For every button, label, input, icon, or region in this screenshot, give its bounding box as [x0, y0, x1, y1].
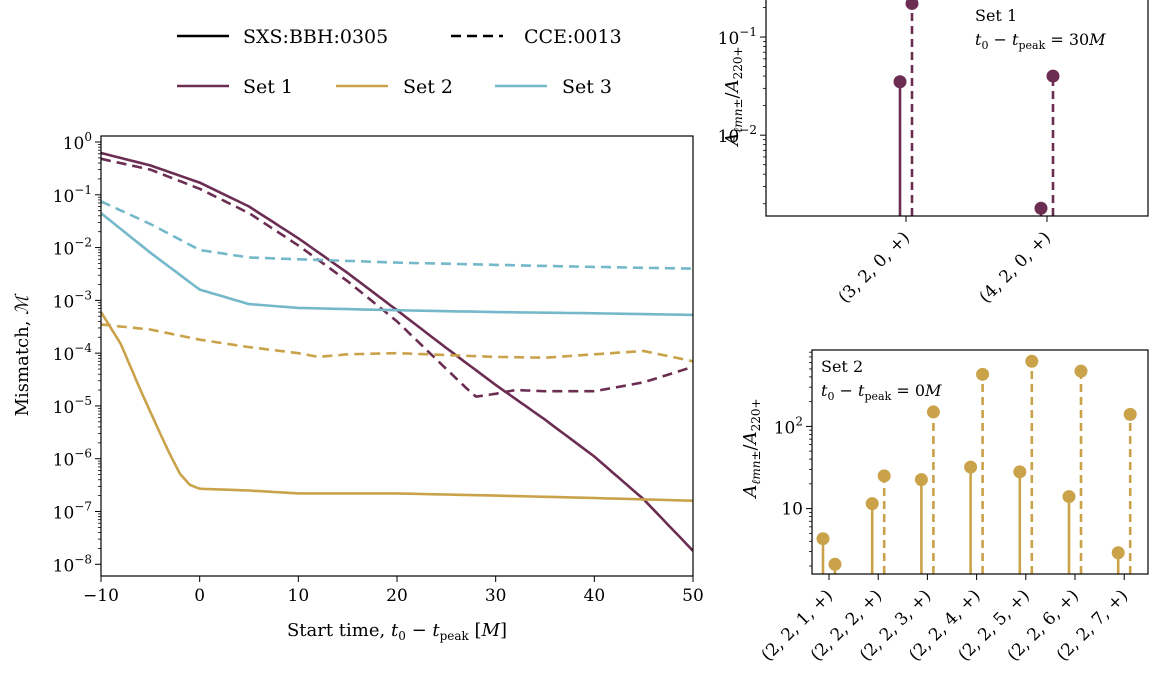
set1-stem-marker — [1034, 201, 1048, 215]
stem-set2-series-group — [816, 354, 1137, 574]
set2-stem-marker — [865, 497, 879, 511]
y-tick-label: 10−3 — [53, 288, 92, 312]
series-set2-cce0013-line — [101, 323, 693, 363]
x-tick-label: −10 — [83, 586, 119, 606]
series-set2-sxs0305-line — [101, 311, 693, 502]
set2-stem-marker — [816, 532, 830, 546]
legend-set3-label: Set 3 — [562, 76, 612, 98]
y-tick-label: 10−6 — [53, 447, 92, 471]
y-tick-label: 102 — [774, 414, 803, 438]
series-set3-sxs0305-line — [101, 212, 693, 317]
mismatch-plot: −10 0 10 20 30 40 50 10−8 10−7 10−6 10−5 10−4 10−3 10… — [12, 130, 704, 643]
mismatch-y-axis-label: Mismatch, ℳ — [12, 293, 33, 417]
series-set1-sxs0305-line — [101, 151, 693, 552]
set2-stem-marker — [1123, 407, 1137, 421]
set2-stem-marker — [828, 557, 842, 571]
x-tick-label: 40 — [584, 586, 606, 606]
set2-stem-marker — [1013, 465, 1027, 479]
stem-set1-series-group — [893, 0, 1060, 216]
set1-stem-marker — [1046, 69, 1060, 83]
y-tick-label: 10−1 — [718, 25, 757, 49]
set2-stem-marker — [1074, 364, 1088, 378]
set1-stem-marker — [905, 0, 919, 10]
set2-stem-marker — [964, 460, 978, 474]
mismatch-x-axis-label: Start time, t0 − tpeak [M] — [287, 620, 507, 643]
x-tick-label: 0 — [194, 586, 205, 606]
legend-dashed-label: CCE:0013 — [524, 26, 622, 48]
stem-plot-set2: (2, 2, 1, +)(2, 2, 2, +)(2, 2, 3, +)(2, … — [740, 349, 1149, 665]
y-tick-label: 10−2 — [53, 236, 92, 260]
legend-set1-label: Set 1 — [243, 76, 293, 98]
stem-set2-annotation: t0 − tpeak = 0M — [821, 381, 942, 403]
y-tick-label: 10−4 — [53, 341, 93, 365]
x-tick-label: (4, 2, 0, +) — [976, 228, 1055, 307]
stem-set1-annotation: t0 − tpeak = 30M — [975, 30, 1106, 52]
series-set1-cce0013-line — [101, 157, 693, 398]
y-tick-label: 10−7 — [53, 500, 92, 524]
series-set3-cce0013-line — [101, 200, 693, 270]
mismatch-series-group — [101, 151, 693, 552]
stem-set2-title: Set 2 — [821, 357, 863, 376]
set2-stem-marker — [1111, 546, 1125, 560]
set2-stem-marker — [1025, 354, 1039, 368]
stem-set2-y-axis-label: Aℓmn±/A220+ — [740, 398, 763, 499]
set2-stem-marker — [877, 469, 891, 483]
set1-stem-marker — [893, 75, 907, 89]
set2-stem-marker — [926, 405, 940, 419]
y-tick-label: 10−2 — [718, 123, 757, 147]
stem-set1-tick-group: (3, 2, 0, +) (4, 2, 0, +) 10−2 10−1 — [718, 7, 1055, 307]
y-tick-label: 10−1 — [53, 183, 92, 207]
mismatch-plot-frame — [100, 135, 694, 577]
x-tick-label: (3, 2, 0, +) — [835, 228, 914, 307]
stem-set2-frame — [811, 349, 1149, 575]
x-tick-label: 50 — [682, 586, 704, 606]
stem-set1-y-axis-label: Aℓmn±/A220+ — [722, 46, 745, 147]
x-tick-label: 10 — [288, 586, 310, 606]
y-tick-label: 10 — [781, 500, 803, 520]
stem-set1-frame — [765, 0, 1149, 217]
legend-set2-label: Set 2 — [403, 76, 453, 98]
set2-stem-marker — [1062, 490, 1076, 504]
stem-plot-set1: (3, 2, 0, +) (4, 2, 0, +) 10−2 10−1 Set 1 t… — [718, 0, 1149, 307]
y-tick-label: 10−5 — [53, 394, 92, 418]
x-tick-label: 20 — [386, 586, 408, 606]
mismatch-tick-group: −10 0 10 20 30 40 50 10−8 10−7 10−6 10−5 10−4 10−3 10… — [53, 130, 704, 606]
y-tick-label: 100 — [63, 130, 92, 154]
legend: SXS:BBH:0305 CCE:0013 Set 1 Set 2 Set 3 — [177, 26, 622, 98]
stem-set1-title: Set 1 — [975, 6, 1017, 25]
set2-stem-marker — [976, 367, 990, 381]
y-tick-label: 10−8 — [53, 552, 92, 576]
stem-set2-tick-group: (2, 2, 1, +)(2, 2, 2, +)(2, 2, 3, +)(2, … — [758, 351, 1132, 665]
x-tick-label: 30 — [485, 586, 507, 606]
set2-stem-marker — [914, 473, 928, 487]
legend-solid-label: SXS:BBH:0305 — [243, 26, 388, 48]
